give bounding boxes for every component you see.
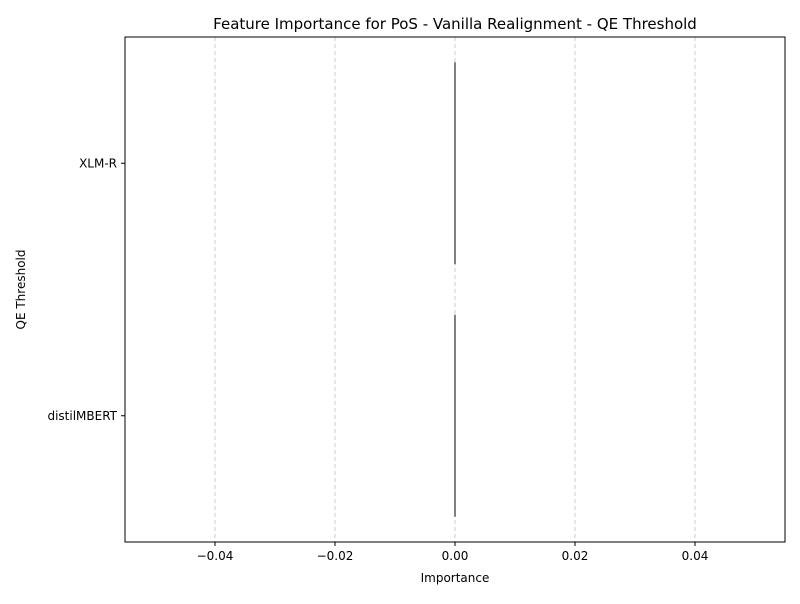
bars xyxy=(454,62,456,517)
x-tick-label: −0.02 xyxy=(317,549,354,563)
bar-XLM-R xyxy=(454,62,456,265)
x-axis-ticks: −0.04 −0.02 0.00 0.02 0.04 xyxy=(197,542,709,563)
x-tick-label: 0.00 xyxy=(442,549,469,563)
x-tick-label: 0.02 xyxy=(562,549,589,563)
y-tick-label: XLM-R xyxy=(79,156,117,170)
y-axis-ticks: XLM-R distilMBERT xyxy=(47,156,125,423)
bar-distilMBERT xyxy=(454,314,456,517)
x-tick-label: 0.04 xyxy=(682,549,709,563)
chart-title: Feature Importance for PoS - Vanilla Rea… xyxy=(213,15,697,33)
x-axis-label: Importance xyxy=(421,571,490,585)
x-tick-label: −0.04 xyxy=(197,549,234,563)
y-axis-label: QE Threshold xyxy=(14,250,28,330)
y-tick-label: distilMBERT xyxy=(47,409,117,423)
